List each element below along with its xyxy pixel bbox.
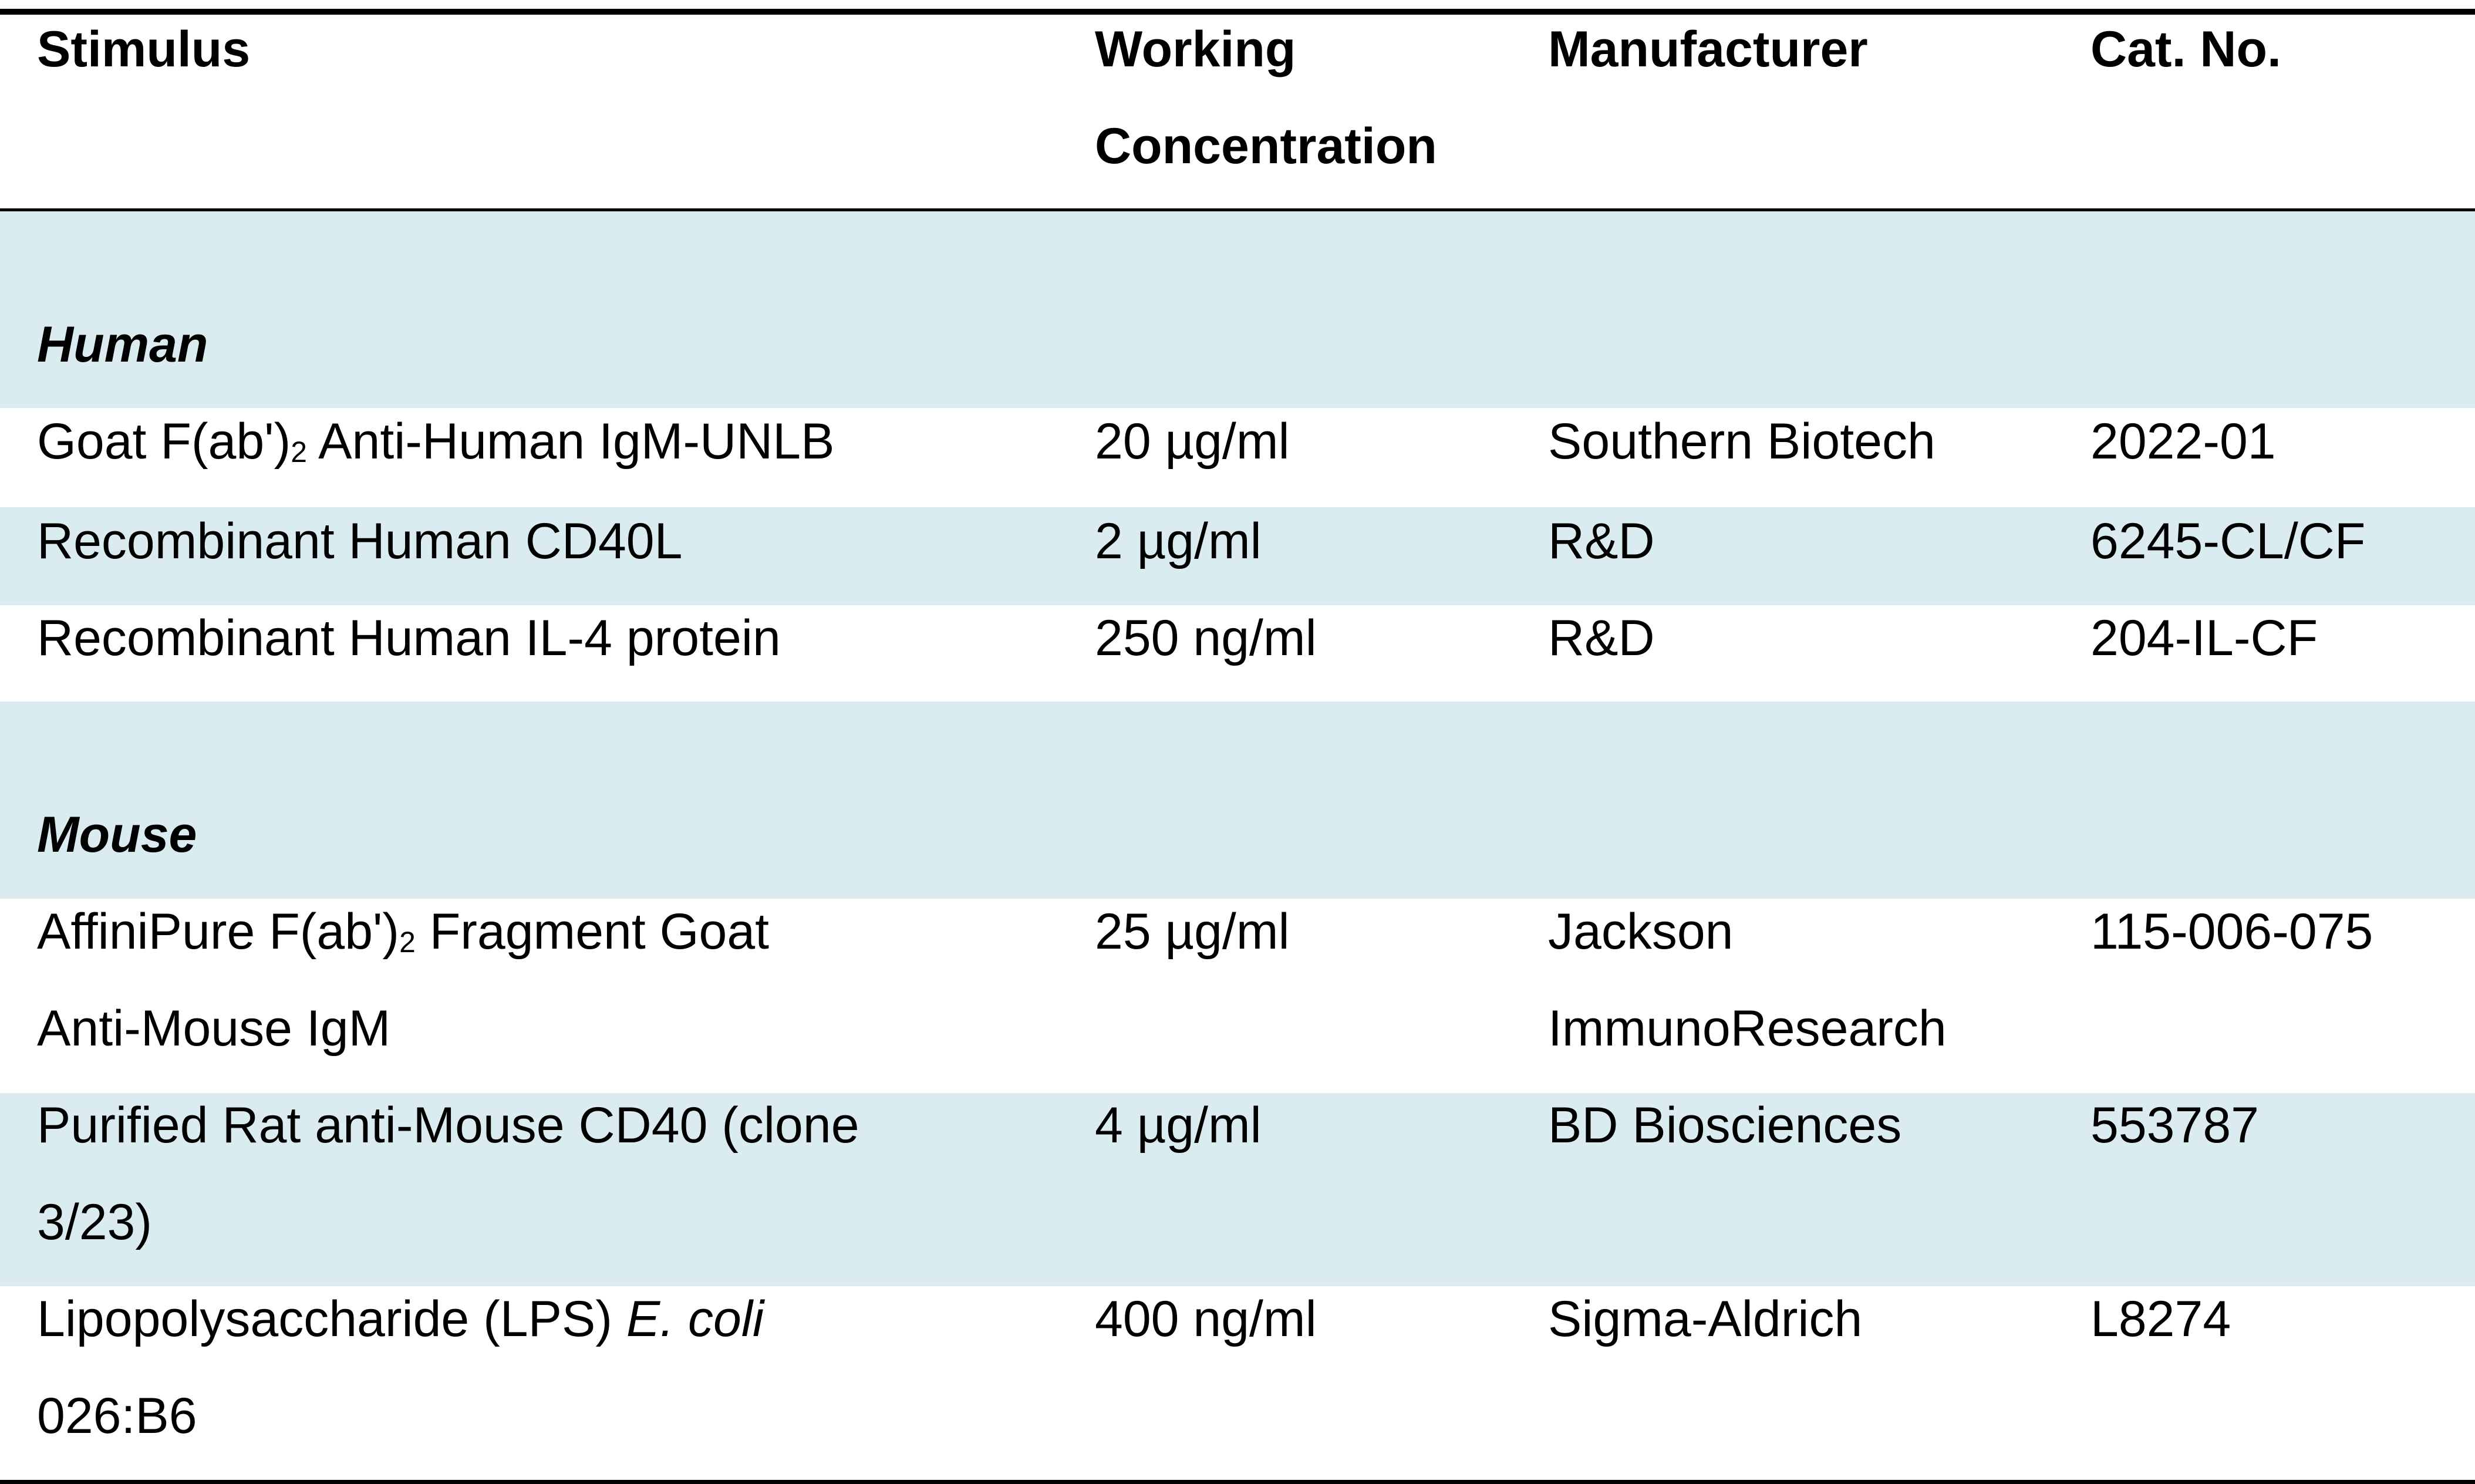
cell-concentration: 4 µg/ml (1095, 1097, 1262, 1154)
row-band-cd40l (0, 507, 2475, 605)
header-working-concentration: Working Concentration (1095, 1, 1437, 195)
header-manufacturer: Manufacturer (1548, 21, 1868, 77)
header-stimulus: Stimulus (37, 21, 251, 77)
header-concentration-line2: Concentration (1095, 118, 1437, 174)
cell-concentration: 25 µg/ml (1095, 903, 1290, 960)
table-top-rule (0, 9, 2475, 15)
header-bottom-rule (0, 208, 2475, 211)
cell-stimulus: Recombinant Human CD40L (37, 513, 683, 569)
group-label-mouse: Mouse (37, 807, 197, 863)
cell-concentration: 2 µg/ml (1095, 513, 1262, 569)
row-band-cd40 (0, 1093, 2475, 1286)
cell-cat-no: 204-IL-CF (2090, 610, 2318, 666)
cell-stimulus: Purified Rat anti-Mouse CD40 (clone 3/23… (37, 1097, 859, 1250)
cell-cat-no: 2022-01 (2090, 413, 2276, 470)
cell-manufacturer: Jackson ImmunoResearch (1548, 903, 1947, 1057)
cell-cat-no: L8274 (2090, 1291, 2231, 1347)
cell-cat-no: 115-006-075 (2090, 903, 2373, 960)
cell-stimulus: Goat F(ab')2 Anti-Human IgM-UNLB (37, 413, 835, 470)
group-band-human (0, 211, 2475, 408)
table-bottom-rule (0, 1480, 2475, 1484)
cell-manufacturer: Sigma-Aldrich (1548, 1291, 1863, 1347)
cell-cat-no: 553787 (2090, 1097, 2259, 1154)
header-cat-no: Cat. No. (2090, 21, 2281, 77)
cell-manufacturer: Southern Biotech (1548, 413, 1936, 470)
cell-concentration: 20 µg/ml (1095, 413, 1290, 470)
cell-manufacturer: BD Biosciences (1548, 1097, 1902, 1154)
cell-manufacturer: R&D (1548, 513, 1655, 569)
cell-manufacturer: R&D (1548, 610, 1655, 666)
header-concentration-line1: Working (1095, 21, 1296, 77)
cell-stimulus: Lipopolysaccharide (LPS) E. coli 026:B6 (37, 1291, 764, 1444)
cell-cat-no: 6245-CL/CF (2090, 513, 2366, 569)
cell-stimulus: AffiniPure F(ab')2 Fragment Goat Anti-Mo… (37, 903, 770, 1057)
cell-stimulus: Recombinant Human IL-4 protein (37, 610, 781, 666)
cell-concentration: 250 ng/ml (1095, 610, 1317, 666)
group-label-human: Human (37, 316, 208, 373)
group-band-mouse (0, 701, 2475, 899)
cell-concentration: 400 ng/ml (1095, 1291, 1317, 1347)
